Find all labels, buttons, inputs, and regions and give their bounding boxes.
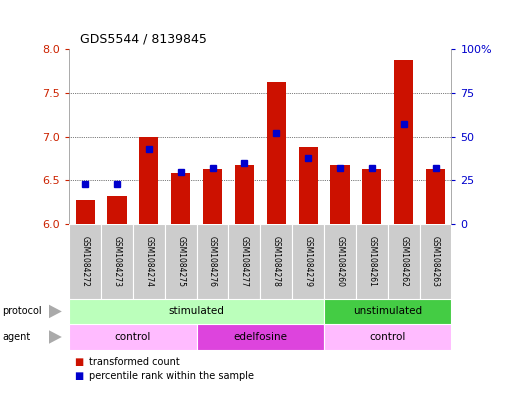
Bar (362, 169, 381, 224)
Bar (133, 224, 165, 299)
Bar (324, 224, 356, 299)
Bar (426, 169, 445, 224)
Text: GDS5544 / 8139845: GDS5544 / 8139845 (80, 32, 206, 45)
Bar (324, 299, 451, 324)
Text: GSM1084277: GSM1084277 (240, 236, 249, 287)
Bar (171, 173, 190, 224)
Bar (196, 324, 324, 350)
Text: GSM1084274: GSM1084274 (144, 236, 153, 287)
Bar (420, 224, 451, 299)
Text: ■: ■ (74, 357, 84, 367)
Bar (69, 324, 196, 350)
Bar (69, 299, 324, 324)
Bar (228, 224, 261, 299)
Text: GSM1084276: GSM1084276 (208, 236, 217, 287)
Text: edelfosine: edelfosine (233, 332, 287, 342)
Bar (140, 136, 159, 224)
Text: GSM1084262: GSM1084262 (399, 236, 408, 287)
Text: GSM1084260: GSM1084260 (336, 236, 344, 287)
Bar (165, 224, 196, 299)
Text: stimulated: stimulated (169, 307, 225, 316)
Bar (330, 165, 349, 224)
Text: control: control (369, 332, 406, 342)
Text: GSM1084272: GSM1084272 (81, 236, 90, 287)
Bar (75, 200, 95, 224)
Text: unstimulated: unstimulated (353, 307, 422, 316)
Bar (108, 196, 127, 224)
Text: transformed count: transformed count (89, 357, 180, 367)
Bar (356, 224, 388, 299)
Text: GSM1084263: GSM1084263 (431, 236, 440, 287)
Bar (196, 224, 228, 299)
Bar (69, 224, 101, 299)
Text: GSM1084273: GSM1084273 (112, 236, 122, 287)
Bar (101, 224, 133, 299)
Bar (203, 169, 222, 224)
Polygon shape (49, 305, 62, 318)
Text: GSM1084261: GSM1084261 (367, 236, 377, 287)
Text: percentile rank within the sample: percentile rank within the sample (89, 371, 254, 381)
Bar (299, 147, 318, 224)
Text: GSM1084279: GSM1084279 (304, 236, 312, 287)
Bar (394, 60, 413, 224)
Bar (261, 224, 292, 299)
Bar (324, 324, 451, 350)
Text: control: control (115, 332, 151, 342)
Bar (292, 224, 324, 299)
Text: GSM1084278: GSM1084278 (272, 236, 281, 287)
Text: agent: agent (3, 332, 31, 342)
Polygon shape (49, 330, 62, 344)
Bar (388, 224, 420, 299)
Text: protocol: protocol (3, 307, 42, 316)
Bar (235, 165, 254, 224)
Text: ■: ■ (74, 371, 84, 381)
Text: GSM1084275: GSM1084275 (176, 236, 185, 287)
Bar (267, 83, 286, 224)
